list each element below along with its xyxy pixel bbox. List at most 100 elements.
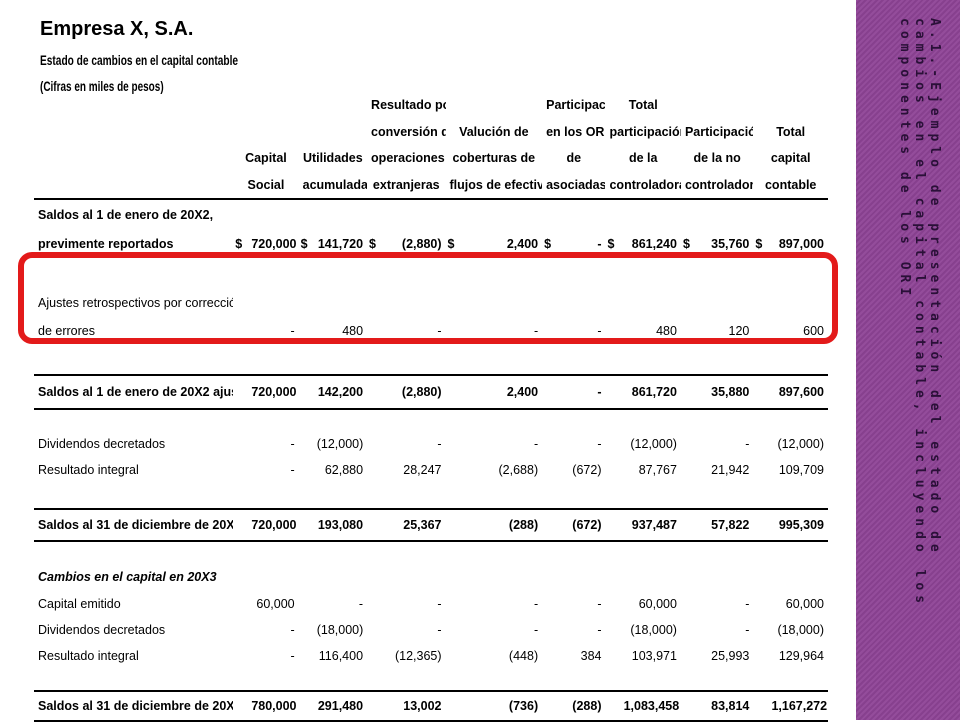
currency-cell — [233, 345, 247, 375]
value-cell — [247, 541, 298, 563]
currency-cell: $ — [235, 237, 243, 251]
value-cell: 141,720 — [317, 237, 364, 251]
value-cell — [620, 409, 681, 431]
currency-cell — [446, 483, 460, 509]
row-section-x3: Cambios en el capital en 20X3 — [34, 563, 828, 591]
currency-cell — [753, 591, 767, 617]
value-cell — [556, 345, 605, 375]
currency-cell — [542, 563, 556, 591]
currency-cell — [233, 374, 248, 410]
value-cell: 720,000 — [247, 374, 299, 410]
value-cell: (18,000) — [777, 623, 824, 637]
value-cell: - — [597, 597, 602, 611]
row-label: Resultado integral — [38, 463, 139, 477]
row-label — [34, 345, 233, 375]
currency-cell — [542, 669, 556, 691]
value-cell — [313, 345, 367, 375]
currency-cell — [753, 690, 768, 722]
value-cell — [767, 541, 828, 563]
currency-cell — [753, 617, 767, 643]
value-cell: 193,080 — [312, 508, 368, 542]
value-cell — [767, 199, 828, 229]
currency-cell — [446, 617, 460, 643]
row-dividends-x2: Dividendos decretados - (12,000) - - - (12,000… — [34, 431, 828, 457]
currency-cell — [299, 457, 313, 483]
currency-cell — [299, 669, 313, 691]
currency-cell — [542, 508, 557, 542]
value-cell: 28,247 — [403, 463, 442, 477]
currency-cell — [298, 690, 313, 722]
value-cell: - — [290, 623, 295, 637]
value-cell: 83,814 — [695, 690, 754, 722]
header-blank — [34, 92, 234, 200]
currency-cell — [542, 690, 557, 722]
value-cell: (12,365) — [394, 649, 442, 663]
value-cell: - — [597, 437, 602, 451]
currency-cell — [299, 591, 313, 617]
currency-cell: $ — [544, 237, 552, 251]
value-cell: 60,000 — [785, 597, 824, 611]
value-cell: 60,000 — [638, 597, 677, 611]
row-integral-x3: Resultado integral - 116,400 (12,365) (448) 3… — [34, 643, 828, 669]
value-cell — [556, 483, 605, 509]
statement-title: Estado de cambios en el capital contable — [40, 52, 239, 68]
currency-cell: $ — [300, 237, 308, 251]
currency-cell — [367, 563, 381, 591]
currency-cell — [367, 431, 381, 457]
value-cell — [695, 199, 753, 229]
currency-cell — [753, 345, 767, 375]
currency-cell — [367, 669, 381, 691]
value-cell — [767, 669, 828, 691]
row-opening-l1: Saldos al 1 de enero de 20X2, — [34, 199, 828, 229]
value-cell: (12,000) — [630, 437, 677, 451]
currency-cell — [299, 541, 313, 563]
currency-cell — [367, 483, 381, 509]
company-name: Empresa X, S.A. — [40, 18, 194, 40]
value-cell — [695, 483, 753, 509]
value-cell — [620, 345, 681, 375]
value-cell: 937,487 — [619, 508, 681, 542]
spacer-row — [34, 483, 828, 509]
value-cell: - — [437, 324, 442, 338]
value-cell: - — [533, 623, 539, 637]
value-cell — [313, 199, 367, 229]
value-cell: 291,480 — [312, 690, 368, 722]
value-cell: 1,167,272 — [767, 690, 828, 722]
value-cell: - — [290, 463, 295, 477]
row-label: de errores — [38, 324, 95, 338]
currency-cell — [681, 643, 695, 669]
currency-cell — [299, 643, 313, 669]
currency-cell — [299, 431, 313, 457]
row-closing-x3: Saldos al 31 de diciembre de 20X3 780,000… — [34, 690, 828, 722]
value-cell — [247, 563, 298, 591]
value-cell: 142,200 — [312, 374, 368, 410]
currency-cell — [446, 345, 460, 375]
value-cell: 129,964 — [778, 649, 824, 663]
currency-cell — [367, 643, 381, 669]
currency-cell — [605, 483, 619, 509]
currency-cell — [753, 643, 767, 669]
value-cell — [695, 669, 753, 691]
value-cell: (2,880) — [381, 374, 446, 410]
value-cell: 480 — [656, 324, 677, 338]
value-cell — [313, 669, 367, 691]
value-cell: 109,709 — [778, 463, 824, 477]
value-cell — [620, 199, 681, 229]
currency-cell — [542, 591, 556, 617]
value-cell: (736) — [459, 690, 543, 722]
value-cell: - — [437, 597, 442, 611]
value-cell — [381, 199, 445, 229]
currency-cell — [233, 563, 247, 591]
currency-cell — [542, 345, 556, 375]
spacer-row — [34, 541, 828, 563]
value-cell: - — [745, 437, 750, 451]
value-cell: (288) — [459, 508, 543, 542]
value-cell: - — [597, 623, 602, 637]
currency-cell — [542, 199, 556, 229]
currency-cell — [233, 617, 247, 643]
currency-cell — [605, 409, 619, 431]
value-cell — [381, 541, 445, 563]
row-label: Saldos al 1 de enero de 20X2, — [38, 207, 214, 222]
